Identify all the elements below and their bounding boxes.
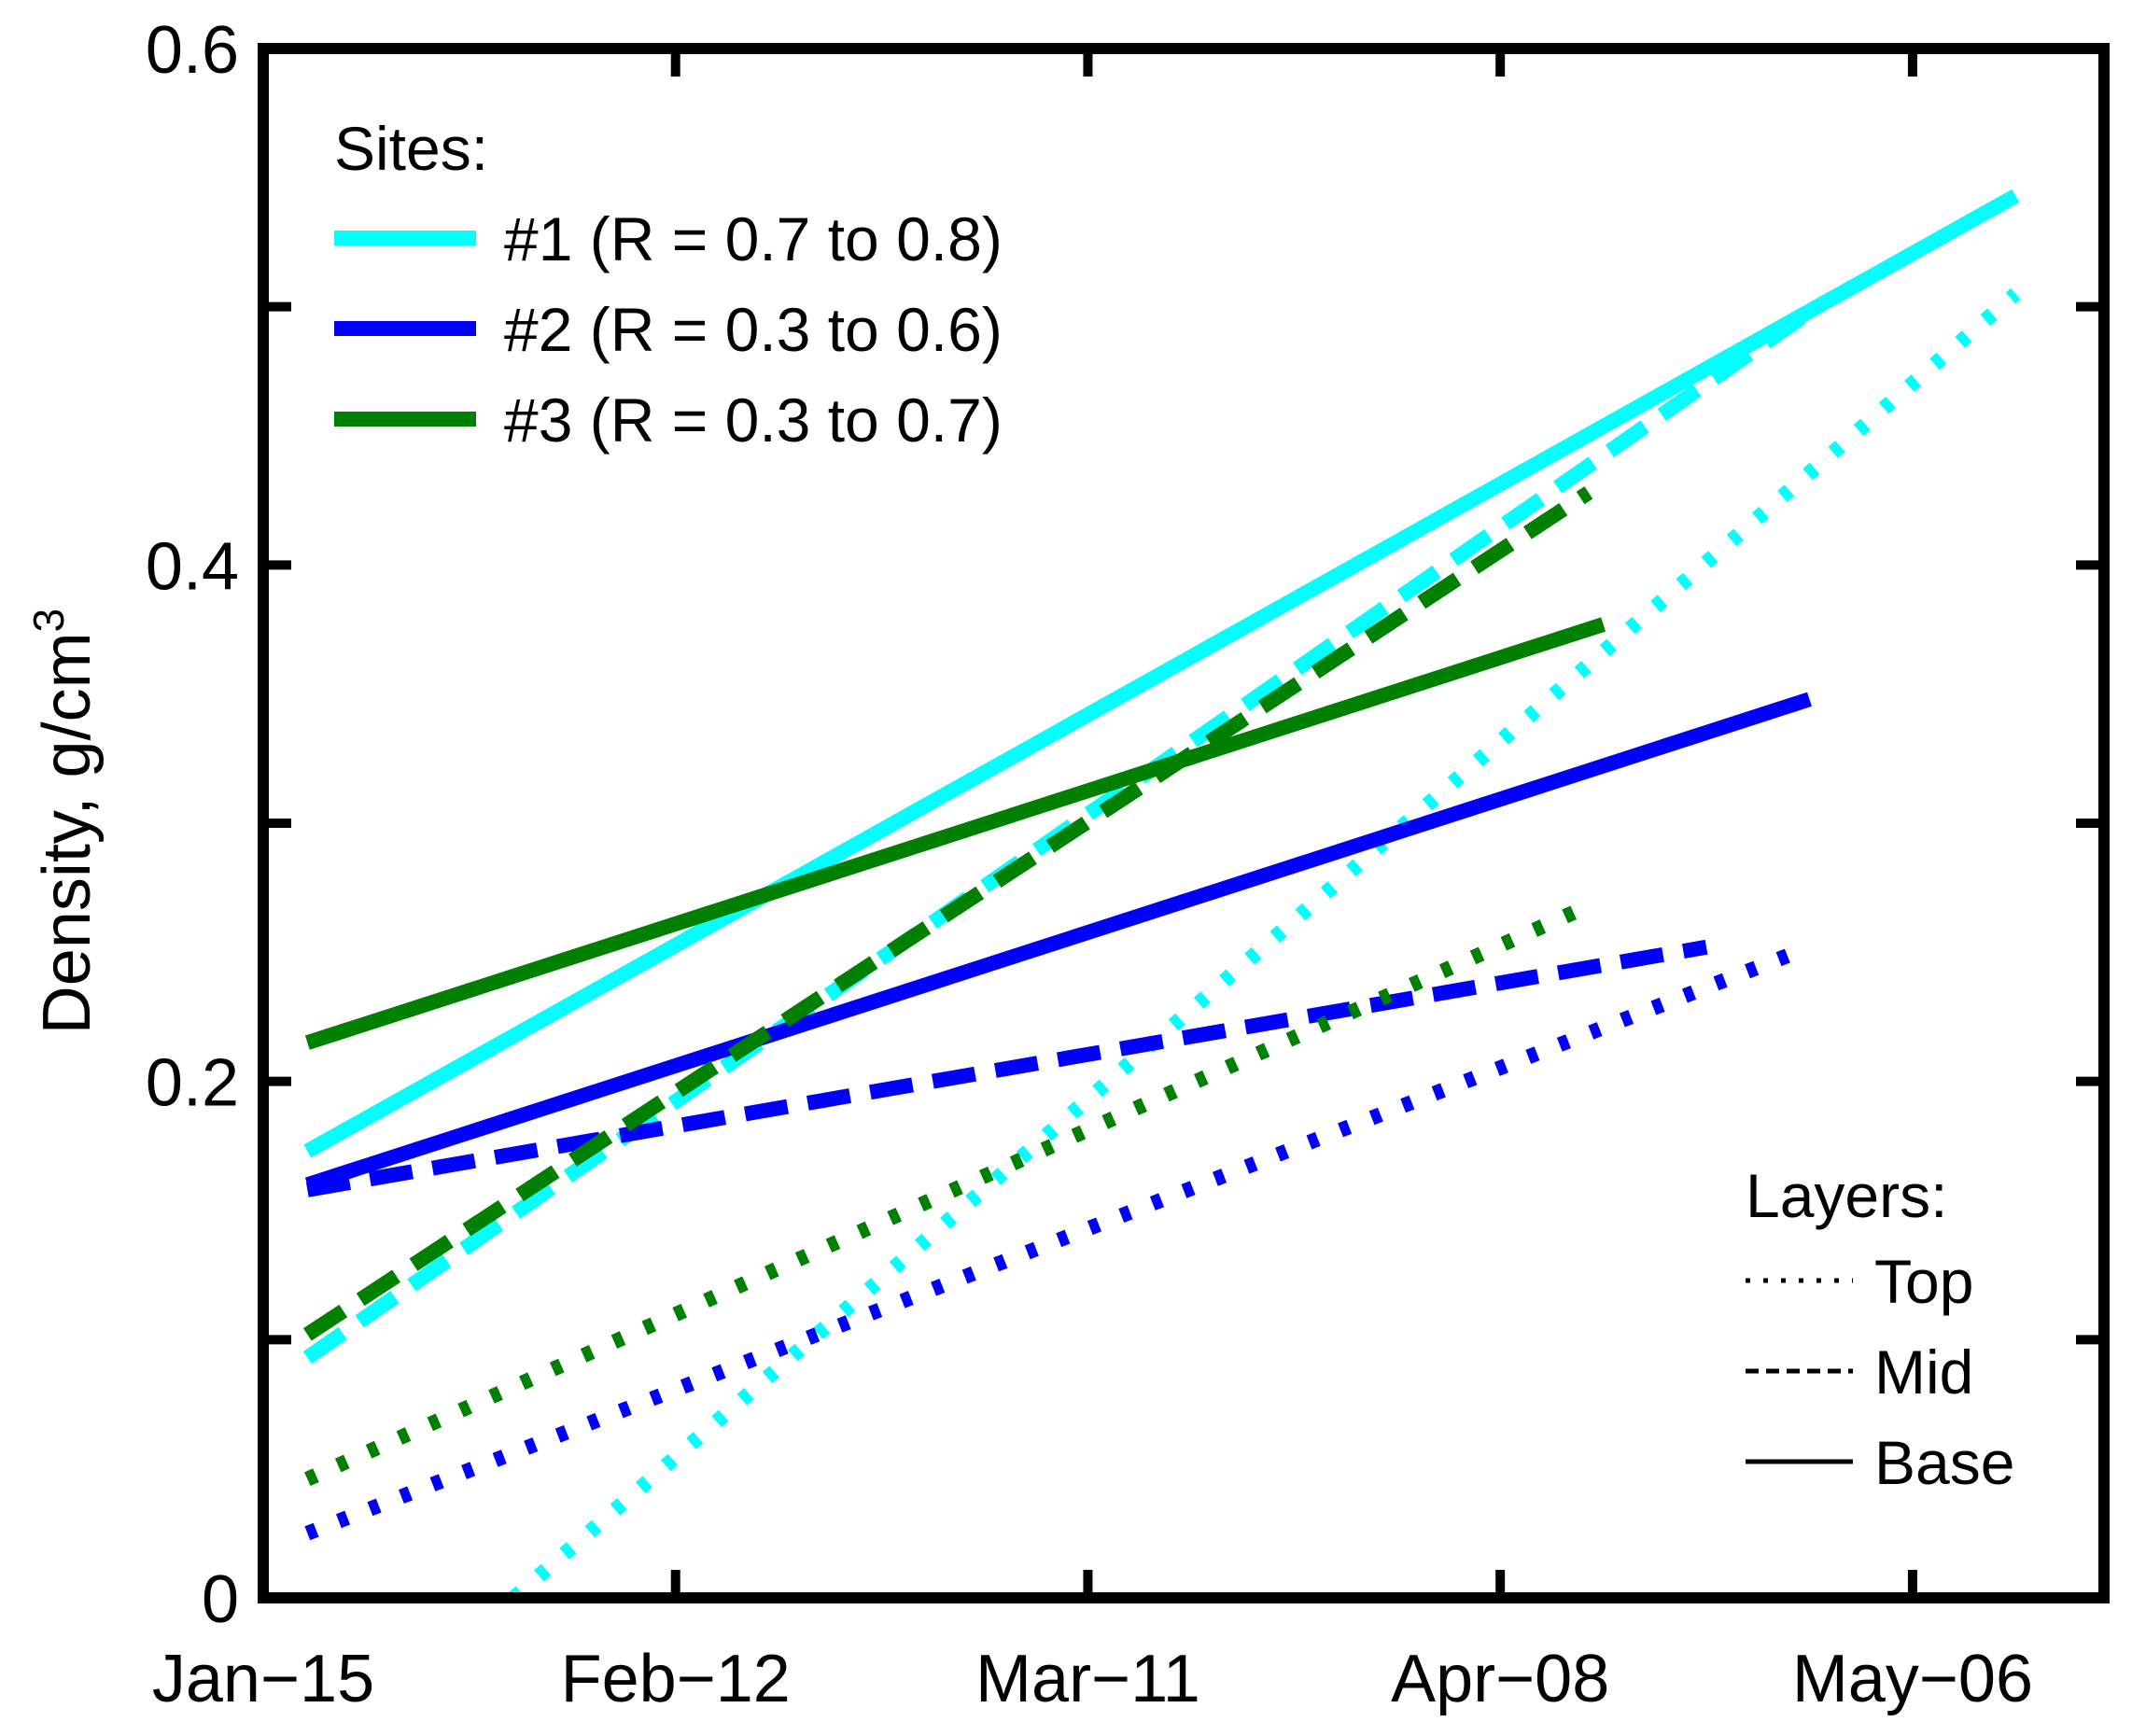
y-axis-title: Density, g/cm3	[24, 609, 105, 1034]
x-tick-label: Mar−11	[975, 1642, 1200, 1716]
series-line-site2-base	[304, 692, 1812, 1192]
y-axis-title-text: Density, g/cm	[30, 632, 105, 1034]
series-line-site3-base	[304, 617, 1606, 1050]
x-tick-label: Apr−08	[1391, 1642, 1609, 1716]
y-tick-label: 0.4	[146, 529, 239, 604]
legend-label-mid: Mid	[1874, 1337, 1973, 1407]
x-tick-label: Feb−12	[561, 1642, 791, 1716]
axis-tick-labels: Jan−15 Feb−12 Mar−11 Apr−08 May−06 0 0.2 0.4 0.6	[146, 13, 2033, 1716]
y-axis-title-superscript: 3	[24, 609, 73, 633]
series-line-site2-mid	[305, 939, 1708, 1197]
legend-sites-title: Sites:	[334, 114, 488, 183]
x-tick-label: Jan−15	[152, 1642, 374, 1716]
legend-layers-title: Layers:	[1746, 1161, 1947, 1230]
legend-label-base: Base	[1874, 1428, 2014, 1497]
series-line-site1-base	[303, 189, 2020, 1158]
legend-label-site1: #1 (R = 0.7 to 0.8)	[504, 204, 1003, 273]
tick-marks	[263, 49, 2104, 1598]
legend-layers: Layers: Top Mid Base	[1746, 1161, 2014, 1497]
legend-label-top: Top	[1874, 1247, 1973, 1316]
y-tick-label: 0	[202, 1562, 239, 1637]
legend-label-site2: #2 (R = 0.3 to 0.6)	[504, 295, 1003, 364]
y-tick-label: 0.2	[146, 1046, 239, 1121]
series-line-site3-mid	[302, 486, 1593, 1341]
legend-label-site3: #3 (R = 0.3 to 0.7)	[504, 385, 1003, 455]
series-line-site3-top	[304, 899, 1592, 1487]
legend-sites: Sites: #1 (R = 0.7 to 0.8) #2 (R = 0.3 to…	[334, 114, 1003, 455]
series-line-site2-top	[304, 940, 1813, 1541]
plot-frame	[258, 43, 2110, 1603]
y-tick-label: 0.6	[146, 13, 239, 88]
series-line-site1-top	[508, 287, 2021, 1604]
plot-series	[302, 189, 2021, 1604]
x-tick-label: May−06	[1792, 1642, 2033, 1716]
